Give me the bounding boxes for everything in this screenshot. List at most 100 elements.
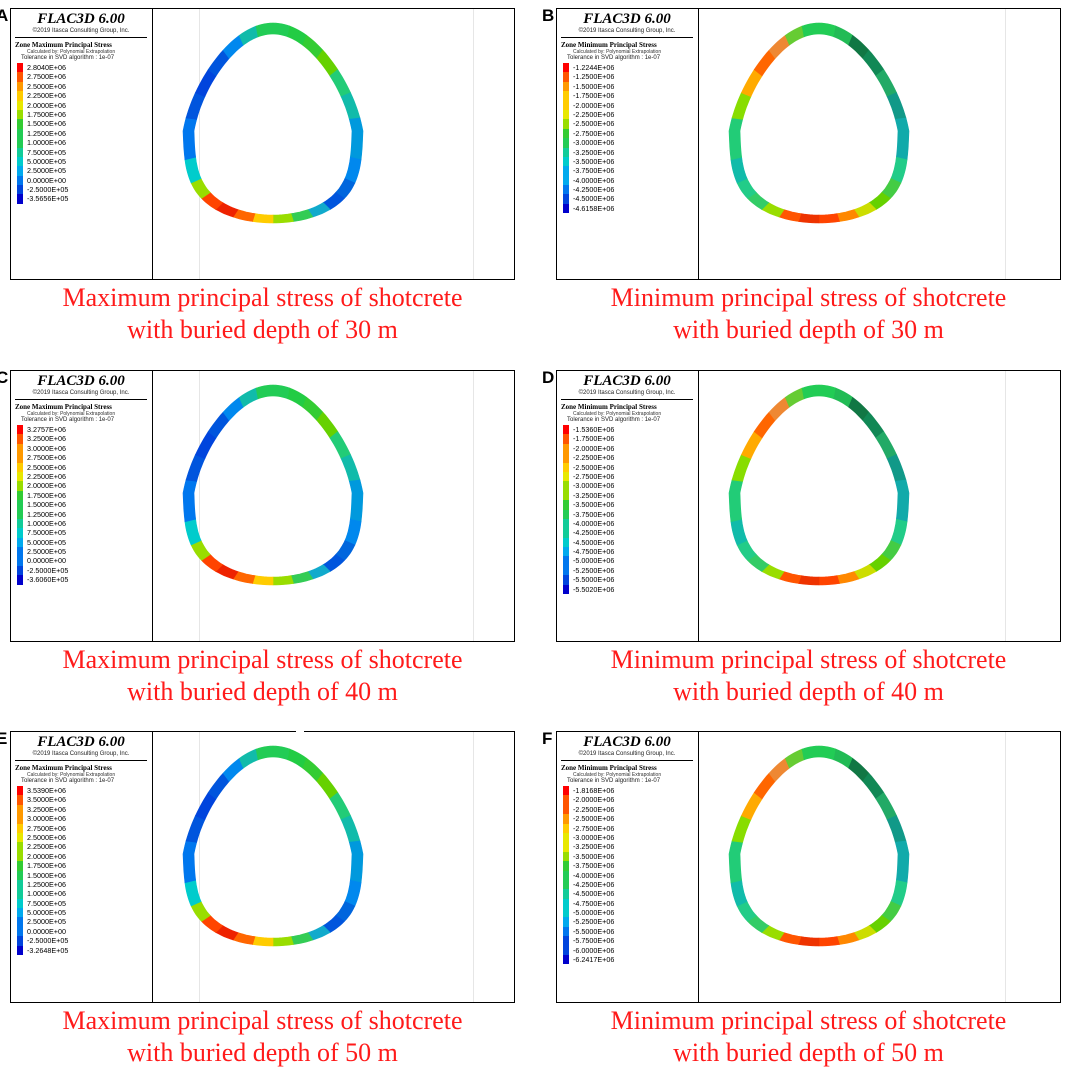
legend-value: -2.0000E+06 [573,443,615,453]
legend-entry: 1.0000E+06 [15,518,147,529]
legend-entry: 5.0000E+05 [15,537,147,548]
legend-value: 2.0000E+06 [27,100,66,110]
legend-entry: 2.5000E+05 [15,166,147,176]
ring-segment [182,840,198,884]
legend-entry: 1.2500E+06 [15,128,147,139]
legend-swatch [17,434,23,444]
legend-swatch [563,804,569,815]
legend-entry: 1.7500E+06 [15,490,147,501]
legend-subtitle: Calculated by: Polynomial Extrapolation [27,411,116,417]
ring-segment [252,575,274,586]
ring-segment [728,479,744,523]
legend-swatch [563,786,569,796]
legend-entry: -2.0000E+06 [561,443,693,454]
legend-value: -2.0000E+06 [573,795,615,805]
legend-tolerance: Tolerance in SVD algorithm : 1e-07 [567,417,661,423]
legend-entry: 1.5000E+06 [15,500,147,510]
legend-value: -3.5000E+06 [573,851,615,861]
legend-value: -5.0000E+06 [573,556,615,566]
caption: Maximum principal stress of shotcrete wi… [10,1005,515,1069]
ring-segment [185,454,206,482]
legend-value: 2.2500E+06 [27,471,66,481]
legend-entry: -3.2648E+05 [15,945,147,956]
legend-value: 1.7500E+06 [27,490,66,500]
legend-entry: 2.7500E+06 [15,453,147,463]
legend-swatch [563,128,569,139]
legend-entry: 2.5000E+05 [15,917,147,927]
legend-entry: -3.0000E+06 [561,481,693,491]
legend-value: -5.5020E+06 [573,584,615,594]
legend-swatch [563,509,569,519]
legend-title: Zone Minimum Principal Stress [561,764,657,772]
legend-swatch [17,879,23,890]
legend-entry: -6.0000E+06 [561,945,693,956]
legend-entry: -1.8168E+06 [561,786,693,796]
legend-scale: -1.8168E+06 -2.0000E+06 -2.2500E+06 -2.5000… [561,786,693,965]
app-title: FLAC3D 6.00 [37,373,125,389]
ring-segment [272,213,294,224]
legend-value: -3.7500E+06 [573,509,615,519]
legend-divider-line [698,732,699,1002]
ring-segment [255,745,274,761]
legend-value: 5.0000E+05 [27,537,66,547]
legend-scale: -1.2244E+06 -1.2500E+06 -1.5000E+06 -1.7500… [561,63,693,214]
legend-entry: -1.5000E+06 [561,81,693,92]
legend-entry: 2.0000E+06 [15,481,147,491]
legend-swatch [563,823,569,833]
ring-segment [731,92,752,120]
legend-swatch [17,842,23,852]
app-title: FLAC3D 6.00 [37,11,125,27]
legend-entry: -2.2500E+06 [561,804,693,815]
ring-segment [818,384,837,400]
copyright: ©2019 Itasca Consulting Group, Inc. [578,390,676,396]
ring-segment [730,518,748,546]
ring-segment [886,92,907,120]
legend-value: 3.2500E+06 [27,434,66,444]
ring-segment [340,92,361,120]
legend-swatch [563,443,569,454]
legend-scale: 2.8040E+06 2.7500E+06 2.5000E+06 2.2500E+06… [15,63,147,204]
legend-swatch [563,547,569,557]
app-title: FLAC3D 6.00 [37,734,125,750]
grid-line [473,9,474,279]
legend-entry: 2.5000E+06 [15,832,147,843]
legend-swatch [17,175,23,186]
ring-segment [185,815,206,843]
legend-entry: -3.7500E+06 [561,166,693,176]
grid-line [199,9,200,279]
ring-segment [329,69,352,97]
ring-segment [348,479,364,523]
legend-entry: 3.0000E+06 [15,814,147,824]
caption-line-1: Maximum principal stress of shotcrete [62,1006,463,1035]
legend-swatch [563,72,569,82]
legend-swatch [563,194,569,204]
ring-segment [344,156,362,184]
legend-swatch [563,81,569,92]
copyright: ©2019 Itasca Consulting Group, Inc. [32,28,130,34]
grid-line [1005,732,1006,1002]
ring-segment [818,213,840,224]
legend-entry: -3.0000E+06 [561,832,693,843]
legend-entry: 0.0000E+00 [15,556,147,566]
legend-title: Zone Maximum Principal Stress [15,764,112,772]
legend-value: 2.5000E+06 [27,81,66,91]
legend-entry: 1.2500E+06 [15,509,147,519]
legend-value: -3.5000E+06 [573,500,615,510]
legend-value: -4.5000E+06 [573,194,615,204]
legend-swatch [17,804,23,815]
legend-value: -3.2648E+05 [27,945,69,955]
legend-entry: 7.5000E+05 [15,898,147,909]
ring-segment [784,748,805,769]
legend-value: -5.7500E+06 [573,936,615,946]
legend-entry: 1.0000E+06 [15,889,147,899]
ring-segment [731,454,752,482]
caption-line-2: with buried depth of 50 m [127,1038,398,1067]
panel-letter: A [0,6,9,25]
legend-swatch [17,889,23,899]
legend-subtitle: Calculated by: Polynomial Extrapolation [573,49,662,55]
stress-contour-ring [728,22,910,224]
ring-segment [238,25,259,46]
legend-entry: 2.5000E+05 [15,547,147,557]
legend: FLAC3D 6.00 ©2019 Itasca Consulting Grou… [561,735,693,965]
legend-swatch [17,138,23,148]
